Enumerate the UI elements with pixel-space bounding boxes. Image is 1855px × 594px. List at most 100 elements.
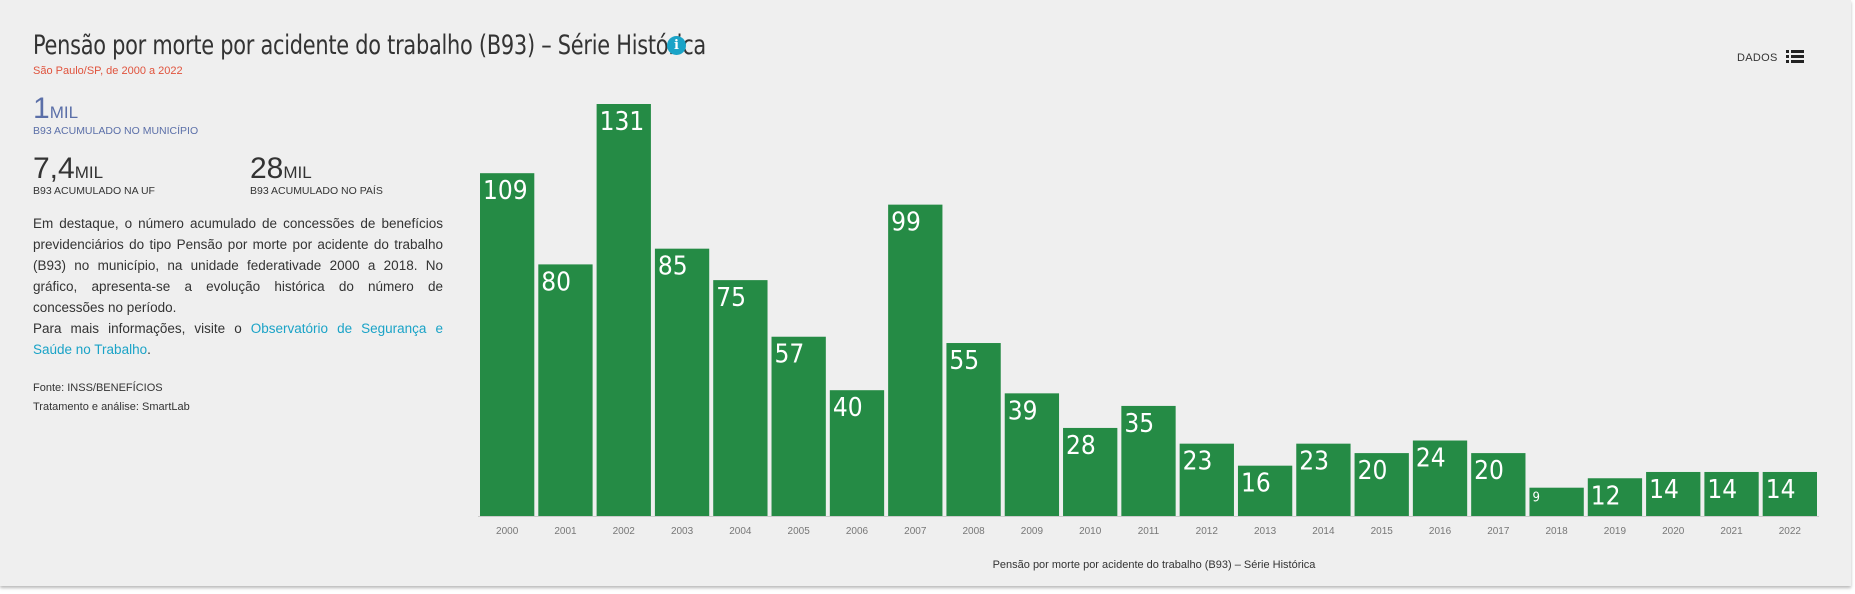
bar-value-label-2020: 14 [1649, 475, 1679, 505]
bar-value-label-2014: 23 [1299, 447, 1329, 477]
bar-value-label-2017: 20 [1474, 456, 1504, 486]
bar-2011[interactable] [1121, 405, 1176, 516]
bar-value-label-2011: 35 [1124, 409, 1154, 439]
bar-2015[interactable] [1354, 453, 1409, 516]
bar-2000[interactable] [480, 173, 535, 516]
bar-value-label-2015: 20 [1358, 456, 1388, 486]
x-tick-label-2010: 2010 [1079, 526, 1102, 537]
bar-2017[interactable] [1471, 453, 1526, 516]
bar-value-label-2008: 55 [949, 346, 979, 376]
bar-value-label-2001: 80 [541, 267, 571, 297]
source-tratamento: Tratamento e análise: SmartLab [33, 401, 190, 413]
x-tick-label-2009: 2009 [1021, 526, 1044, 537]
kpi-uf-value: 7,4MIL [33, 152, 103, 186]
bar-2009[interactable] [1004, 393, 1060, 516]
x-tick-label-2015: 2015 [1371, 526, 1394, 537]
bar-value-label-2021: 14 [1707, 475, 1737, 505]
source-fonte: Fonte: INSS/BENEFÍCIOS [33, 382, 163, 394]
bar-value-label-2006: 40 [833, 393, 863, 423]
x-tick-label-2021: 2021 [1720, 526, 1743, 537]
kpi-municipio-unit: MIL [49, 103, 79, 122]
kpi-municipio-number: 1 [33, 92, 50, 125]
bar-value-label-2010: 28 [1066, 431, 1096, 461]
kpi-pais-value: 28MIL [250, 152, 312, 186]
x-tick-label-2007: 2007 [904, 526, 927, 537]
more-info-prefix: Para mais informações, visite o [33, 321, 251, 336]
bar-value-label-2009: 39 [1008, 396, 1038, 426]
x-tick-label-2008: 2008 [962, 526, 985, 537]
bar-value-label-2007: 99 [891, 208, 921, 238]
bar-2021[interactable] [1704, 471, 1759, 516]
bar-2010[interactable] [1063, 427, 1118, 516]
x-tick-label-2014: 2014 [1312, 526, 1335, 537]
bar-2013[interactable] [1237, 465, 1293, 516]
info-icon[interactable]: i [667, 36, 686, 55]
bar-2005[interactable] [771, 336, 826, 516]
bars-group: 109 80 131 85 75 57 40 99 55 39 28 35 23 16 23 20 24 20 9 1… [480, 104, 1817, 516]
x-tick-label-2000: 2000 [496, 526, 519, 537]
kpi-municipio-label: B93 ACUMULADO NO MUNICÍPIO [33, 125, 199, 137]
x-tick-label-2022: 2022 [1779, 526, 1802, 537]
kpi-uf-label: B93 ACUMULADO NA UF [33, 185, 155, 197]
title-row: Pensão por morte por acidente do trabalh… [33, 30, 706, 61]
x-tick-label-2016: 2016 [1429, 526, 1452, 537]
kpi-uf-number: 7,4 [33, 152, 75, 185]
dados-button[interactable]: DADOS [1737, 52, 1778, 64]
x-axis-title: Pensão por morte por acidente do trabalh… [993, 559, 1317, 571]
bar-2001[interactable] [538, 264, 593, 516]
x-tick-label-2020: 2020 [1662, 526, 1685, 537]
x-tick-label-2006: 2006 [846, 526, 869, 537]
bar-value-label-2005: 57 [775, 340, 805, 370]
bar-value-label-2002: 131 [600, 107, 645, 137]
bar-2020[interactable] [1646, 471, 1701, 516]
x-tick-label-2017: 2017 [1487, 526, 1510, 537]
x-tick-label-2019: 2019 [1604, 526, 1627, 537]
bar-value-label-2016: 24 [1416, 444, 1446, 474]
bar-value-label-2012: 23 [1183, 447, 1213, 477]
bar-value-label-2022: 14 [1766, 475, 1796, 505]
bar-2006[interactable] [829, 390, 885, 516]
x-tick-label-2004: 2004 [729, 526, 752, 537]
description-paragraph: Em destaque, o número acumulado de conce… [33, 216, 443, 315]
bar-value-label-2019: 12 [1591, 481, 1621, 511]
bar-2002[interactable] [596, 104, 651, 516]
x-tick-label-2013: 2013 [1254, 526, 1277, 537]
kpi-pais-unit: MIL [283, 163, 312, 182]
x-tick-label-2018: 2018 [1546, 526, 1569, 537]
bar-value-label-2000: 109 [483, 176, 528, 206]
description: Em destaque, o número acumulado de conce… [33, 213, 443, 360]
x-tick-label-2011: 2011 [1138, 526, 1160, 537]
kpi-uf-unit: MIL [74, 163, 104, 182]
observatorio-link[interactable]: Observatório de Segurança e Saúde no Tra… [33, 321, 443, 357]
more-info-suffix: . [147, 342, 151, 357]
x-tick-label-2003: 2003 [671, 526, 694, 537]
bar-value-label-2004: 75 [716, 283, 746, 313]
bar-2016[interactable] [1412, 440, 1468, 516]
x-ticks-group: 2000 2001 2002 2003 2004 2005 2006 2007 2008 2009… [496, 526, 1801, 537]
kpi-pais-number: 28 [250, 152, 284, 185]
x-tick-label-2005: 2005 [788, 526, 811, 537]
bar-2008[interactable] [946, 343, 1001, 516]
bar-2018[interactable] [1529, 487, 1584, 516]
x-tick-label-2012: 2012 [1196, 526, 1219, 537]
x-tick-label-2001: 2001 [554, 526, 577, 537]
bar-value-label-2013: 16 [1241, 469, 1271, 499]
bar-value-label-2018: 9 [1532, 491, 1539, 506]
kpi-pais-label: B93 ACUMULADO NO PAÍS [250, 185, 383, 197]
page-subtitle: São Paulo/SP, de 2000 a 2022 [33, 65, 183, 77]
x-tick-label-2002: 2002 [613, 526, 636, 537]
bar-2022[interactable] [1762, 471, 1817, 516]
bar-2004[interactable] [713, 280, 768, 516]
source: Fonte: INSS/BENEFÍCIOS Tratamento e anál… [33, 379, 190, 417]
bar-2012[interactable] [1179, 443, 1234, 516]
bar-value-label-2003: 85 [658, 252, 688, 282]
more-info-line: Para mais informações, visite o Observat… [33, 318, 443, 360]
bar-2007[interactable] [888, 204, 943, 516]
list-icon[interactable] [1786, 50, 1804, 64]
kpi-municipio-value: 1MIL [33, 92, 78, 126]
bar-2019[interactable] [1587, 478, 1643, 516]
bar-2014[interactable] [1296, 443, 1351, 516]
bar-2003[interactable] [654, 248, 710, 516]
